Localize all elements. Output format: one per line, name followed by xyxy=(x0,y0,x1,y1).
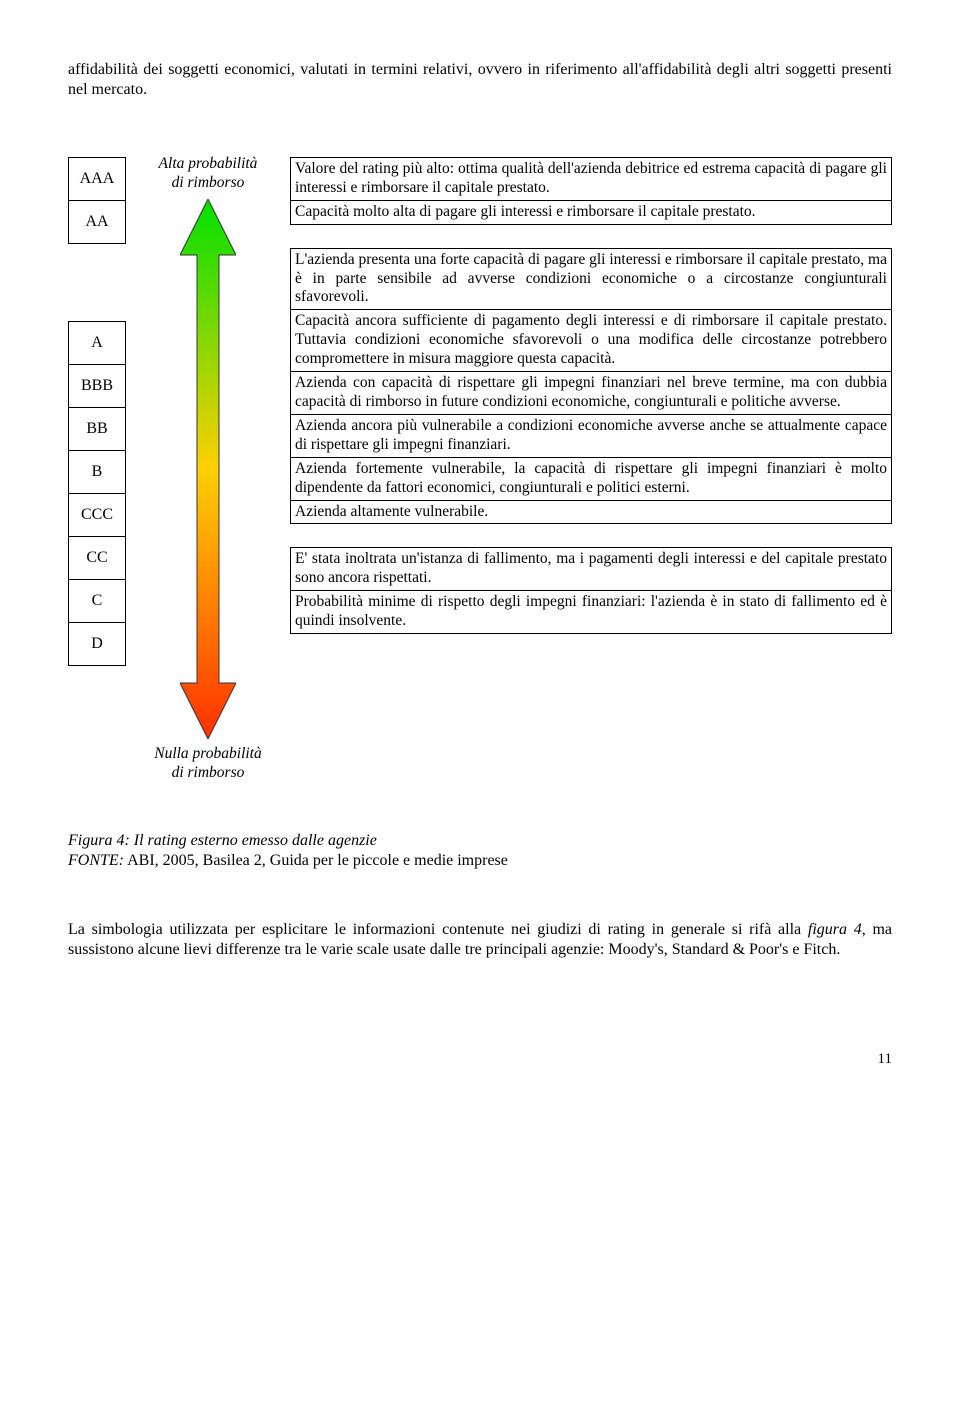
desc-ccc: Azienda fortemente vulnerabile, la capac… xyxy=(290,457,892,501)
desc-group-gap-2 xyxy=(290,523,892,547)
arrow-bottom-label: Nulla probabilità di rimborso xyxy=(154,745,262,783)
ratings-group-gap xyxy=(68,243,126,321)
desc-b: Azienda ancora più vulnerabile a condizi… xyxy=(290,414,892,458)
figure-source-text: ABI, 2005, Basilea 2, Guida per le picco… xyxy=(124,852,508,869)
rating-cc: CC xyxy=(68,536,126,580)
rating-aa: AA xyxy=(68,200,126,244)
figure-caption: Figura 4: Il rating esterno emesso dalle… xyxy=(68,831,892,851)
rating-bbb: BBB xyxy=(68,364,126,408)
desc-bb: Azienda con capacità di rispettare gli i… xyxy=(290,371,892,415)
desc-aaa: Valore del rating più alto: ottima quali… xyxy=(290,157,892,201)
arrow-bottom-label-line1: Nulla probabilità xyxy=(154,745,262,762)
rating-ccc: CCC xyxy=(68,493,126,537)
figure-source-label: FONTE: xyxy=(68,852,124,869)
figure-source: FONTE: ABI, 2005, Basilea 2, Guida per l… xyxy=(68,851,892,871)
arrow-column: Alta probabilità di rimborso Nulla proba… xyxy=(144,157,272,783)
closing-paragraph: La simbologia utilizzata per esplicitare… xyxy=(68,920,892,961)
desc-group-gap xyxy=(290,224,892,248)
ratings-column: AAA AA A BBB BB B CCC CC C D xyxy=(68,157,126,783)
double-arrow-icon xyxy=(180,199,236,739)
desc-a: L'azienda presenta una forte capacità di… xyxy=(290,248,892,311)
desc-c: E' stata inoltrata un'istanza di fallime… xyxy=(290,547,892,591)
rating-bb: BB xyxy=(68,407,126,451)
desc-d: Probabilità minime di rispetto degli imp… xyxy=(290,590,892,634)
double-arrow-shape xyxy=(180,199,236,739)
rating-b: B xyxy=(68,450,126,494)
closing-emph: figura 4 xyxy=(808,921,862,938)
arrow-top-label: Alta probabilità di rimborso xyxy=(159,155,258,193)
rating-d: D xyxy=(68,622,126,666)
intro-paragraph: affidabilità dei soggetti economici, val… xyxy=(68,60,892,101)
desc-bbb: Capacità ancora sufficiente di pagamento… xyxy=(290,309,892,372)
arrow-top-label-line2: di rimborso xyxy=(172,174,245,191)
descriptions-column: Valore del rating più alto: ottima quali… xyxy=(290,157,892,783)
rating-a: A xyxy=(68,321,126,365)
page-number: 11 xyxy=(68,1050,892,1069)
desc-aa: Capacità molto alta di pagare gli intere… xyxy=(290,200,892,225)
closing-prefix: La simbologia utilizzata per esplicitare… xyxy=(68,921,808,938)
arrow-top-label-line1: Alta probabilità xyxy=(159,155,258,172)
arrow-bottom-label-line2: di rimborso xyxy=(172,764,245,781)
desc-cc: Azienda altamente vulnerabile. xyxy=(290,500,892,525)
rating-c: C xyxy=(68,579,126,623)
rating-diagram: AAA AA A BBB BB B CCC CC C D Alta probab… xyxy=(68,157,892,783)
rating-aaa: AAA xyxy=(68,157,126,201)
